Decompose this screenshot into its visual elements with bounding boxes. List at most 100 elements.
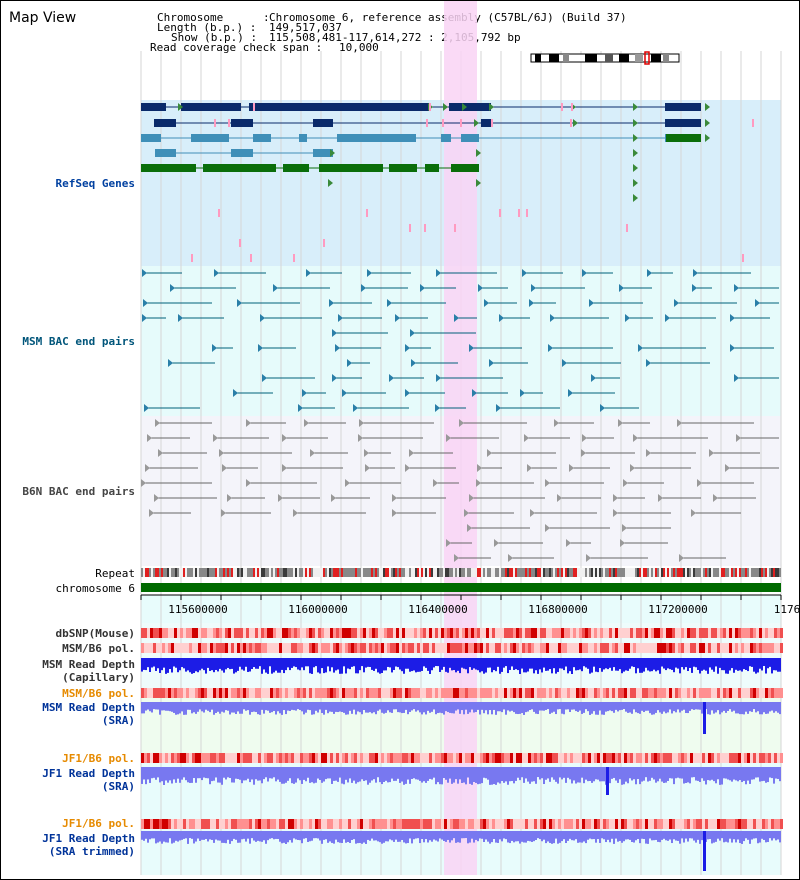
msm-bac-label[interactable]: MSM BAC end pairs [22, 335, 135, 348]
polymorphism-cell [168, 643, 171, 653]
polymorphism-cell [657, 819, 660, 829]
polymorphism-cell [426, 688, 429, 698]
polymorphism-cell [711, 753, 714, 763]
polymorphism-cell [759, 628, 762, 638]
bac-msm-end [436, 269, 441, 277]
polymorphism-cell [681, 753, 684, 763]
read-depth-bar [521, 702, 523, 714]
repeat-element [383, 568, 385, 577]
polymorphism-cell [624, 628, 627, 638]
gene-fragment [742, 254, 744, 262]
polymorphism-cell [738, 688, 741, 698]
b6n-bac-label[interactable]: B6N BAC end pairs [22, 485, 135, 498]
read-depth-bar [207, 831, 209, 842]
read-depth-bar [775, 767, 777, 779]
repeat-element [543, 568, 545, 577]
polymorphism-cell [351, 753, 354, 763]
polymorphism-cell [363, 628, 366, 638]
read-depth-bar [721, 831, 723, 839]
read-depth-bar [747, 658, 749, 672]
read-depth-bar [679, 658, 681, 674]
polymorphism-cell [486, 643, 489, 653]
polymorphism-cell [378, 688, 381, 698]
read-depth-bar [373, 767, 375, 780]
bac-msm-end [591, 374, 596, 382]
read-depth-bar [491, 831, 493, 843]
bac-msm-end [734, 284, 739, 292]
polymorphism-cell [327, 643, 330, 653]
polymorphism-cell [519, 819, 522, 829]
read-depth-bar [485, 831, 487, 840]
polymorphism-cell [198, 819, 201, 829]
read-depth-bar [289, 658, 291, 671]
read-depth-bar [457, 831, 459, 843]
polymorphism-cell [195, 753, 198, 763]
read-depth-bar [361, 702, 363, 715]
read-depth-bar [525, 658, 527, 673]
polymorphism-cell [627, 819, 630, 829]
read-depth-bar [479, 831, 481, 839]
polymorphism-cell [756, 643, 759, 653]
polymorphism-cell [492, 688, 495, 698]
gene-exon [665, 103, 701, 111]
polymorphism-cell [390, 643, 393, 653]
read-depth-bar [635, 831, 637, 841]
read-depth-bar [697, 658, 699, 670]
read-depth-bar [649, 767, 651, 781]
bac-msm-end [144, 404, 149, 412]
polymorphism-cell [420, 643, 423, 653]
read-depth-bar [457, 658, 459, 671]
polymorphism-cell [381, 643, 384, 653]
read-depth-bar [495, 831, 497, 843]
bac-msm-end [306, 269, 311, 277]
read-depth-bar [387, 767, 389, 783]
polymorphism-cell [672, 753, 675, 763]
read-depth-bar [665, 658, 667, 671]
read-depth-bar [447, 767, 449, 783]
polymorphism-cell [345, 819, 348, 829]
read-depth-bar [695, 831, 697, 843]
read-depth-bar [153, 831, 155, 839]
polymorphism-cell [189, 643, 192, 653]
gene-fragment [561, 103, 563, 111]
polymorphism-cell [300, 643, 303, 653]
read-depth-bar [205, 831, 207, 839]
repeat-element [345, 568, 347, 577]
polymorphism-cell [702, 819, 705, 829]
polymorphism-cell [696, 688, 699, 698]
read-depth-bar [683, 767, 685, 784]
read-depth-bar [623, 767, 625, 785]
read-depth-bar [183, 831, 185, 839]
repeat-element [411, 568, 413, 577]
read-depth-bar [235, 767, 237, 779]
polymorphism-cell [141, 688, 144, 698]
polymorphism-cell [207, 819, 210, 829]
polymorphism-cell [339, 643, 342, 653]
polymorphism-cell [396, 628, 399, 638]
repeat-element [203, 568, 205, 577]
read-depth-bar [671, 767, 673, 779]
polymorphism-cell [618, 643, 621, 653]
refseq-genes-label[interactable]: RefSeq Genes [55, 177, 135, 190]
polymorphism-cell [303, 753, 306, 763]
read-depth-bar [541, 831, 543, 842]
polymorphism-cell [477, 688, 480, 698]
polymorphism-cell [615, 628, 618, 638]
read-depth-bar [435, 767, 437, 785]
read-depth-bar [667, 702, 669, 713]
read-depth-bar [301, 658, 303, 668]
polymorphism-cell [759, 819, 762, 829]
polymorphism-cell [612, 819, 615, 829]
read-depth-bar [225, 658, 227, 670]
polymorphism-cell [285, 819, 288, 829]
read-depth-bar [339, 702, 341, 712]
polymorphism-cell [546, 688, 549, 698]
read-depth-bar [755, 702, 757, 713]
polymorphism-cell [201, 819, 204, 829]
polymorphism-cell [603, 819, 606, 829]
read-depth-bar [463, 702, 465, 715]
repeat-element [429, 568, 431, 577]
repeat-element [731, 568, 733, 577]
bac-msm-end [529, 299, 534, 307]
